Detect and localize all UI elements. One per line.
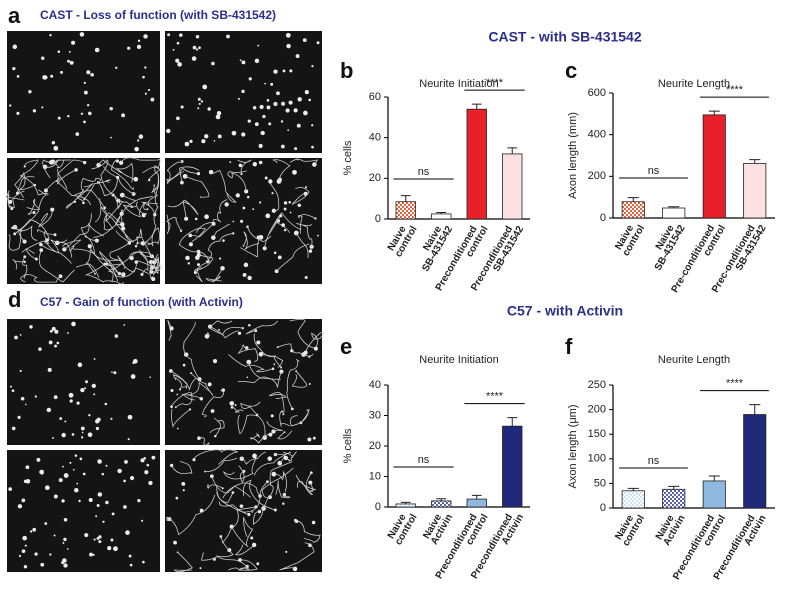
panel-letter: e xyxy=(340,334,352,359)
significance-label: ns xyxy=(418,166,430,178)
bar xyxy=(395,201,416,220)
chart-title: Neurite Length xyxy=(658,78,730,90)
bar xyxy=(621,201,645,219)
error-bar xyxy=(627,487,639,491)
error-bar xyxy=(507,147,518,154)
error-bar xyxy=(668,485,680,490)
error-bar xyxy=(708,475,720,481)
y-tick-label: 150 xyxy=(588,428,606,440)
bar xyxy=(662,488,686,509)
error-bar xyxy=(507,417,518,427)
bar xyxy=(743,163,767,219)
bar xyxy=(743,414,767,509)
error-bar xyxy=(668,206,680,208)
bar xyxy=(466,108,487,220)
error-bar xyxy=(708,110,720,115)
y-axis-label: Axon length (mm) xyxy=(567,112,579,199)
bar xyxy=(502,153,523,220)
y-tick-label: 20 xyxy=(369,440,381,452)
panel-letter: c xyxy=(565,58,577,83)
significance-label: **** xyxy=(726,378,744,390)
y-tick-label: 200 xyxy=(588,404,606,416)
y-tick-label: 250 xyxy=(588,379,606,391)
micrographs xyxy=(5,31,324,573)
error-bar xyxy=(627,197,639,202)
y-tick-label: 40 xyxy=(369,132,381,144)
y-axis-label: % cells xyxy=(342,140,354,175)
micrograph xyxy=(7,319,160,445)
micrograph xyxy=(165,450,322,572)
error-bar xyxy=(749,404,761,415)
y-tick-label: 0 xyxy=(375,213,381,225)
y-tick-label: 200 xyxy=(588,170,606,182)
significance-label: ns xyxy=(418,454,430,466)
y-tick-label: 600 xyxy=(588,87,606,99)
bar xyxy=(621,490,645,509)
bar xyxy=(431,500,452,508)
significance-label: **** xyxy=(486,77,504,89)
section-heading: CAST - with SB-431542 xyxy=(488,29,641,45)
y-axis-label: % cells xyxy=(342,428,354,463)
micrograph xyxy=(7,450,160,572)
significance-label: ns xyxy=(648,455,660,467)
y-tick-label: 0 xyxy=(375,501,381,513)
significance-label: **** xyxy=(726,84,744,96)
y-tick-label: 50 xyxy=(594,477,606,489)
panel-letter: f xyxy=(565,334,573,359)
panel-letter: a xyxy=(8,3,21,28)
y-tick-label: 30 xyxy=(369,409,381,421)
bar xyxy=(466,498,487,508)
micrograph xyxy=(165,319,322,445)
error-bar xyxy=(400,195,411,202)
bar xyxy=(662,207,686,219)
micrograph xyxy=(165,158,322,284)
panel-letter: d xyxy=(8,287,21,312)
panel-letter: b xyxy=(340,58,353,83)
y-tick-label: 0 xyxy=(600,502,606,514)
y-tick-label: 0 xyxy=(600,212,606,224)
y-axis-label: Axon length (μm) xyxy=(567,405,579,489)
y-tick-label: 60 xyxy=(369,91,381,103)
chart-title: Neurite Initiation xyxy=(419,354,499,366)
chart-title: Neurite Length xyxy=(658,354,730,366)
chart-title: Neurite Initiation xyxy=(419,78,499,90)
error-bar xyxy=(749,159,761,164)
error-bar xyxy=(400,501,411,504)
y-tick-label: 400 xyxy=(588,129,606,141)
micrograph xyxy=(7,31,160,153)
significance-label: ns xyxy=(648,165,660,177)
error-bar xyxy=(471,494,482,500)
bar xyxy=(702,114,726,219)
significance-label: **** xyxy=(486,391,504,403)
error-bar xyxy=(436,498,447,501)
y-tick-label: 40 xyxy=(369,379,381,391)
bar xyxy=(431,213,452,220)
section-heading: C57 - with Activin xyxy=(507,303,623,319)
error-bar xyxy=(436,211,447,214)
bar xyxy=(395,503,416,508)
y-tick-label: 20 xyxy=(369,172,381,184)
y-tick-label: 100 xyxy=(588,453,606,465)
bar xyxy=(702,480,726,509)
y-tick-label: 10 xyxy=(369,470,381,482)
panel-title: CAST - Loss of function (with SB-431542) xyxy=(40,8,276,22)
bar xyxy=(502,425,523,508)
panel-title: C57 - Gain of function (with Activin) xyxy=(40,295,243,309)
error-bar xyxy=(471,103,482,110)
